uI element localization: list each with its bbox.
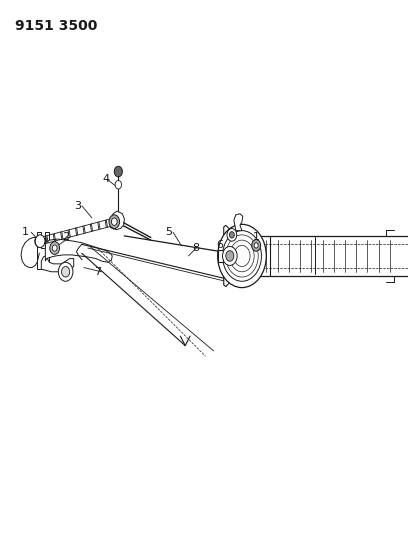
Circle shape — [254, 243, 258, 248]
Circle shape — [114, 166, 122, 177]
Circle shape — [229, 232, 234, 238]
Polygon shape — [234, 214, 243, 231]
Text: 2: 2 — [62, 232, 69, 243]
Text: 4: 4 — [103, 174, 110, 184]
Circle shape — [218, 224, 266, 288]
Circle shape — [35, 236, 44, 247]
Polygon shape — [37, 232, 49, 269]
Circle shape — [50, 241, 60, 254]
Circle shape — [227, 229, 237, 241]
Polygon shape — [110, 211, 125, 230]
Text: 1: 1 — [253, 232, 260, 243]
Text: 9151 3500: 9151 3500 — [15, 19, 97, 33]
Circle shape — [58, 262, 73, 281]
Circle shape — [35, 235, 45, 247]
Text: 6: 6 — [216, 240, 223, 251]
Circle shape — [252, 240, 261, 251]
Circle shape — [115, 181, 122, 189]
Circle shape — [222, 231, 261, 281]
Polygon shape — [218, 249, 222, 262]
Text: 5: 5 — [166, 227, 173, 237]
Circle shape — [37, 239, 41, 244]
Text: 7: 7 — [95, 267, 102, 277]
Circle shape — [111, 218, 117, 225]
Circle shape — [52, 245, 57, 251]
Polygon shape — [45, 239, 112, 262]
Polygon shape — [224, 225, 234, 287]
Text: 3: 3 — [74, 201, 81, 211]
Circle shape — [62, 266, 70, 277]
Circle shape — [226, 251, 234, 261]
Polygon shape — [41, 256, 74, 272]
Circle shape — [109, 215, 120, 229]
Text: 8: 8 — [192, 243, 199, 253]
Circle shape — [222, 246, 237, 265]
Text: 1: 1 — [21, 227, 29, 237]
